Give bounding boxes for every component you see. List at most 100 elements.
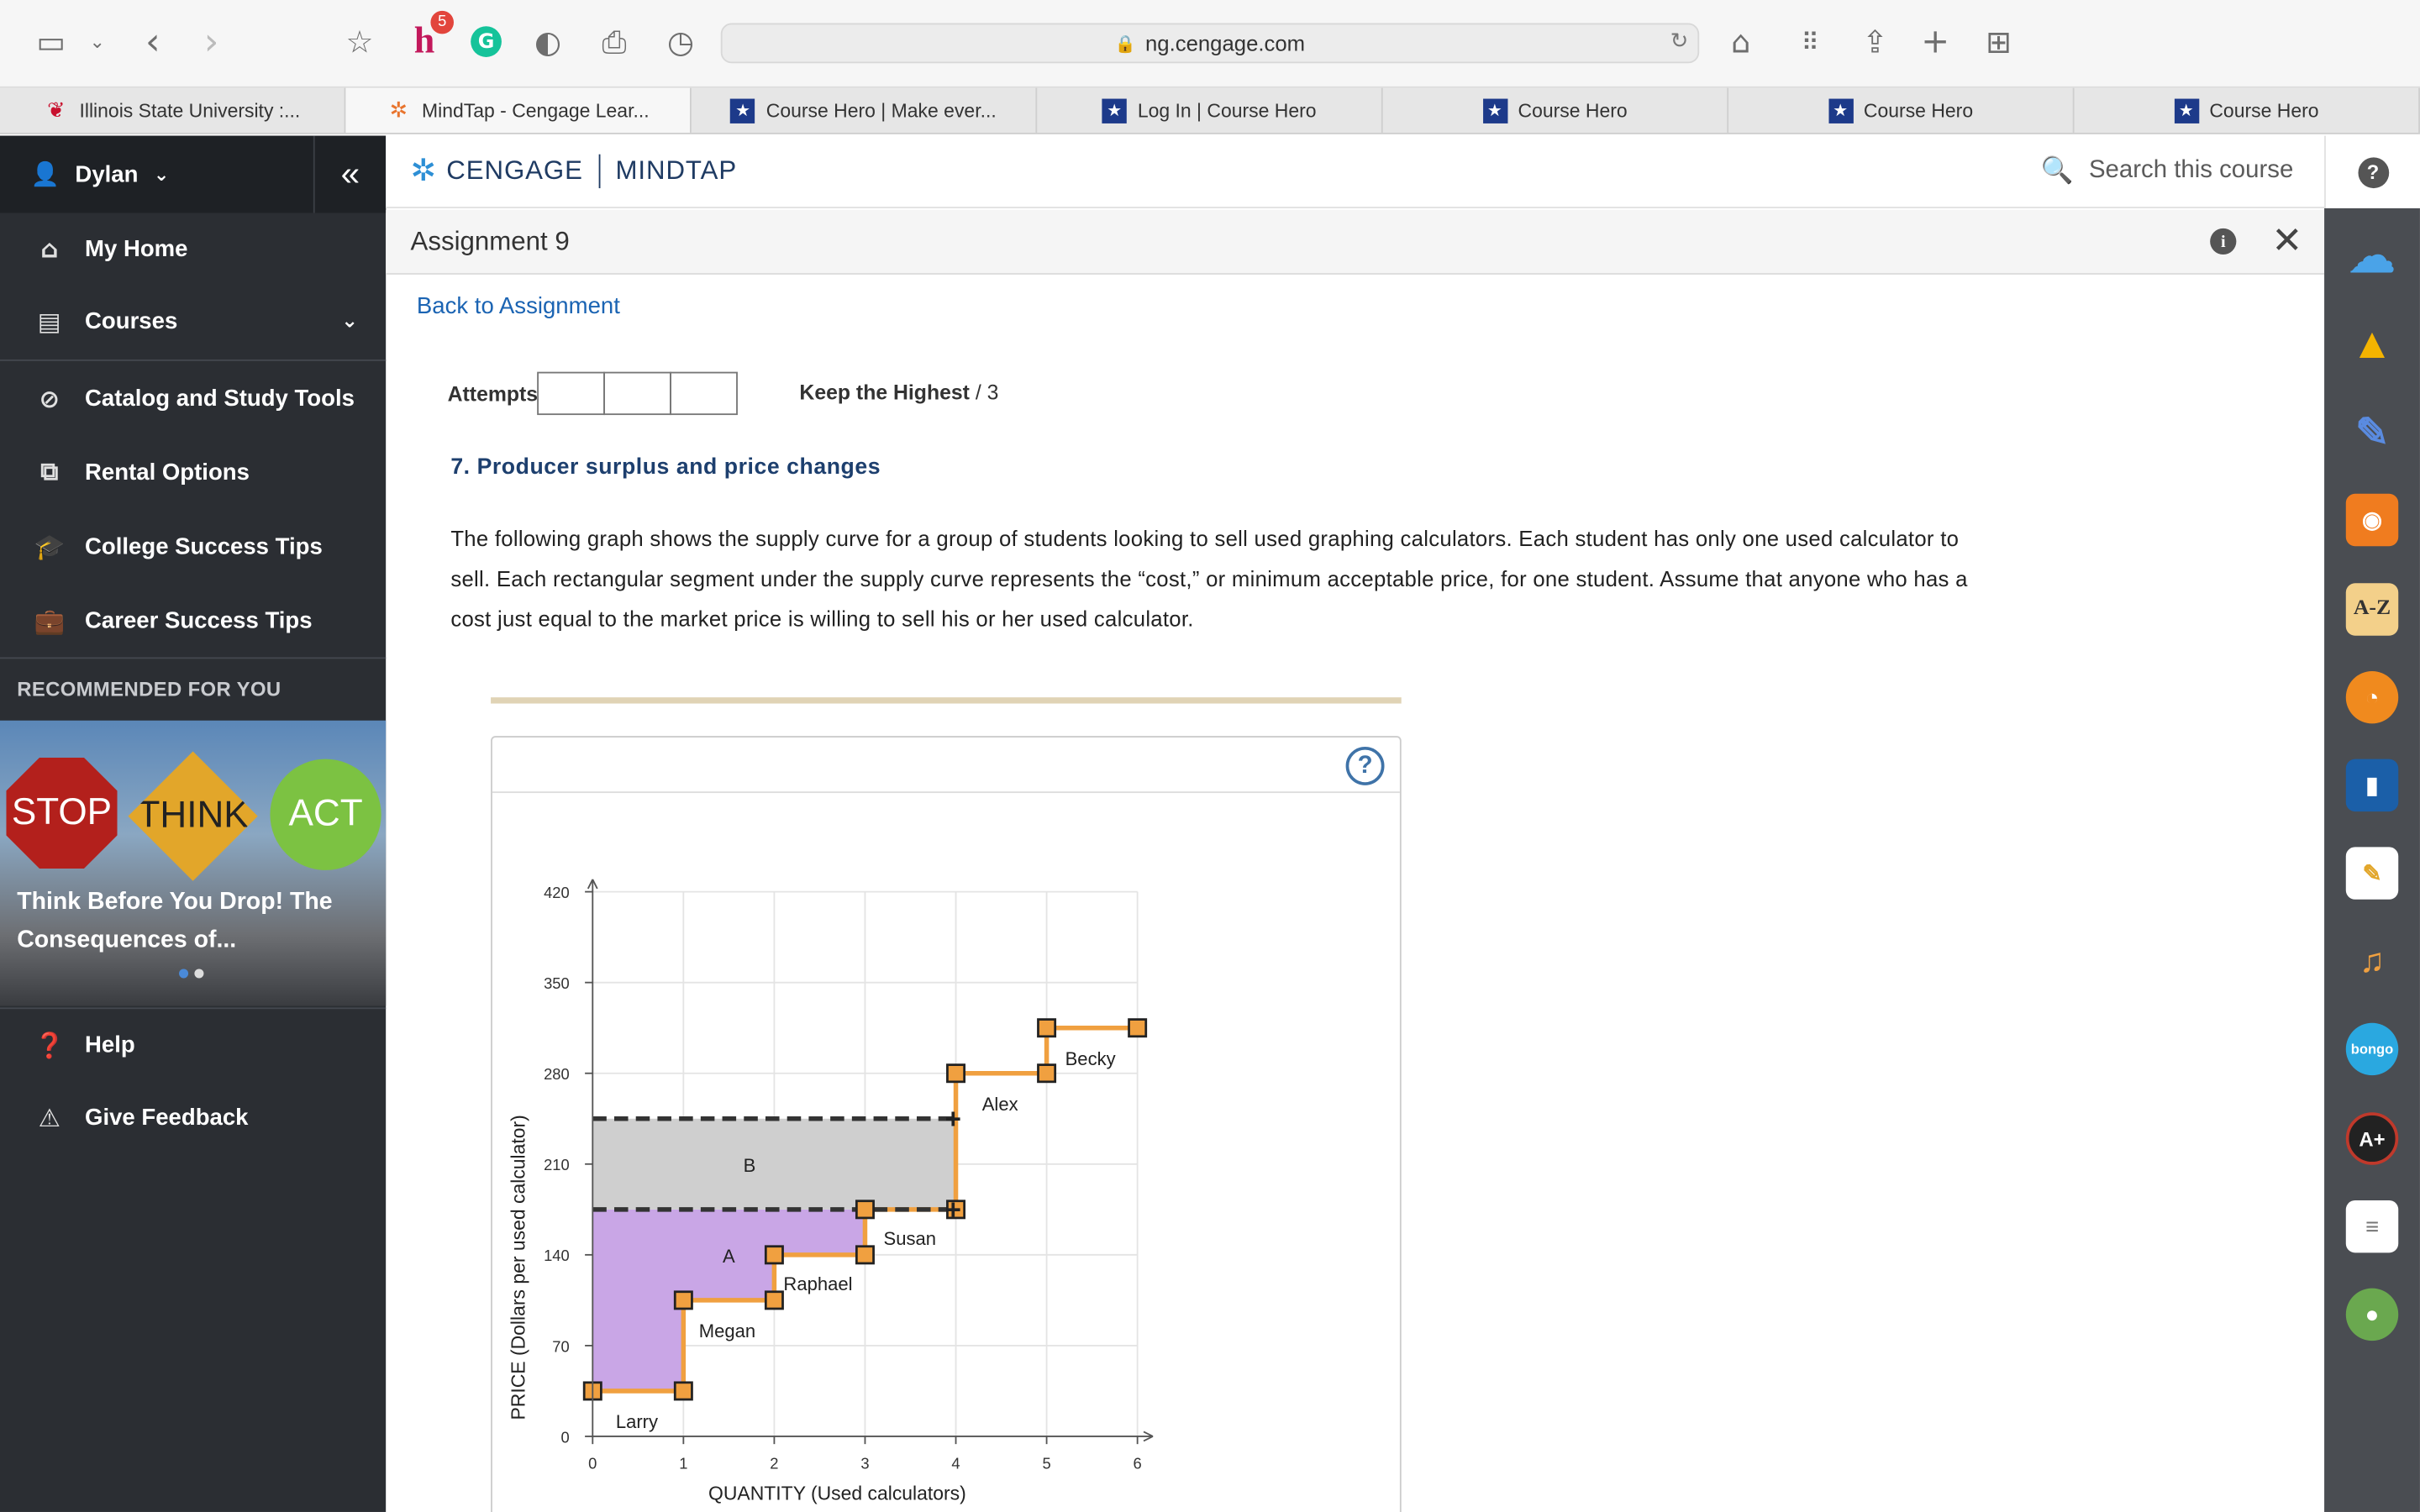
grammarly-extension-icon[interactable]: G: [466, 22, 507, 62]
progress-icon[interactable]: ◔: [2345, 670, 2399, 724]
seller-label: Raphael: [783, 1273, 852, 1294]
browser-toolbar: ▭ ⌄ ‹ › ☆ h 5 G ◐ ⎙ ◷ 🔒 ng.cengage.com ↻…: [0, 0, 2420, 88]
dictionary-az-icon[interactable]: A-Z: [2345, 583, 2399, 636]
supply-point: [673, 1290, 693, 1310]
sidebar-item-career-success[interactable]: 💼 Career Success Tips: [0, 586, 386, 654]
x-axis-arrow: [1143, 1431, 1154, 1442]
tab-course-hero-login[interactable]: ★ Log In | Course Hero: [1037, 87, 1383, 133]
seller-label: Megan: [699, 1320, 755, 1341]
question-title: 7. Producer surplus and price changes: [450, 454, 881, 480]
cengage-mindtap-logo[interactable]: ✲ CENGAGE MINDTAP: [411, 151, 738, 190]
sidebar-item-label: Courses: [85, 307, 178, 334]
home-icon[interactable]: ⌂: [1731, 23, 1751, 60]
sidebar-toggle-icon[interactable]: ▭: [36, 23, 66, 60]
x-tick-label: 4: [951, 1455, 960, 1473]
user-name: Dylan: [75, 160, 139, 188]
tab-illinois-state[interactable]: ❦ Illinois State University :...: [0, 87, 346, 133]
course-search[interactable]: 🔍 Search this course: [2041, 156, 2294, 187]
tab-course-hero-1[interactable]: ★ Course Hero | Make ever...: [692, 87, 1038, 133]
x-tick-label: 2: [770, 1455, 778, 1473]
flashcards-icon[interactable]: ≡: [2345, 1200, 2399, 1253]
bookmark-star-icon[interactable]: ☆: [345, 23, 374, 60]
left-sidebar: 👤 Dylan ⌄ « ⌂ My Home ▤ Courses ⌄ ⊘ Catalog …: [0, 135, 387, 1512]
user-dropdown[interactable]: 👤 Dylan ⌄: [31, 136, 170, 213]
chevron-down-icon: ⌄: [341, 309, 359, 333]
back-to-assignment-link[interactable]: Back to Assignment: [416, 292, 620, 320]
y-tick-label: 280: [544, 1065, 570, 1083]
supply-point: [1128, 1018, 1148, 1038]
act-sign-image: ACT: [270, 759, 381, 870]
recommended-heading: RECOMMENDED FOR YOU: [17, 677, 281, 701]
search-input[interactable]: Search this course: [2088, 157, 2294, 184]
graph-help-icon[interactable]: ?: [1345, 746, 1385, 785]
collapse-sidebar-icon[interactable]: «: [313, 135, 386, 213]
tab-label: Course Hero: [1518, 99, 1628, 122]
global-help[interactable]: ?: [2324, 135, 2420, 208]
attempt-box: [536, 371, 605, 416]
tab-course-hero-2[interactable]: ★ Course Hero: [1383, 87, 1729, 133]
supply-point: [1037, 1063, 1057, 1084]
bongo-icon[interactable]: bongo: [2345, 1022, 2399, 1076]
sidebar-item-college-success[interactable]: 🎓 College Success Tips: [0, 512, 386, 580]
sidebar-item-courses[interactable]: ▤ Courses ⌄: [0, 287, 386, 355]
tab-overview-icon[interactable]: ⊞: [1986, 23, 2012, 60]
y-tick-label: 0: [561, 1428, 570, 1446]
tab-label: MindTap - Cengage Lear...: [422, 99, 650, 122]
sidebar-item-my-home[interactable]: ⌂ My Home: [0, 214, 386, 282]
book-icon: ▤: [37, 306, 61, 336]
tab-course-hero-4[interactable]: ★ Course Hero: [2075, 87, 2420, 133]
apps-grid-icon[interactable]: ⠿: [1801, 27, 1820, 57]
tab-bar: ❦ Illinois State University :... ✲ MindTap…: [0, 87, 2420, 134]
history-clock-icon[interactable]: ◷: [666, 23, 694, 60]
aplus-icon[interactable]: A+: [2345, 1112, 2399, 1165]
sidebar-item-feedback[interactable]: ⚠ Give Feedback: [0, 1083, 386, 1151]
sidebar-item-rental-options[interactable]: ⧉ Rental Options: [0, 438, 386, 507]
chevron-down-icon[interactable]: ⌄: [89, 30, 105, 53]
x-tick-label: 6: [1134, 1455, 1142, 1473]
assignment-title: Assignment 9: [410, 226, 570, 256]
tab-mindtap[interactable]: ✲ MindTap - Cengage Lear...: [345, 87, 692, 133]
graph-panel-header: ?: [492, 738, 1400, 794]
supply-point: [764, 1245, 784, 1265]
attempt-box: [602, 371, 671, 416]
seller-label: Alex: [982, 1094, 1018, 1115]
new-tab-icon[interactable]: +: [1921, 22, 1950, 61]
supply-point: [855, 1245, 875, 1265]
print-icon[interactable]: ⎙: [602, 23, 627, 60]
google-drive-icon[interactable]: ▲: [2350, 319, 2394, 368]
y-tick-label: 210: [544, 1156, 570, 1173]
sidebar-item-catalog[interactable]: ⊘ Catalog and Study Tools: [0, 364, 386, 432]
sidebar-item-label: Career Success Tips: [85, 606, 313, 633]
address-bar[interactable]: 🔒 ng.cengage.com ↻: [720, 23, 1700, 64]
score-out-of: / 3: [975, 381, 999, 405]
x-axis-title: QUANTITY (Used calculators): [708, 1482, 966, 1504]
shield-icon[interactable]: ◐: [534, 23, 562, 60]
info-icon[interactable]: i: [2210, 228, 2237, 255]
highlighter-icon[interactable]: ✎: [2354, 407, 2390, 454]
supply-point: [946, 1200, 966, 1220]
keep-label: Keep the Highest: [799, 381, 970, 405]
carousel-dots[interactable]: [179, 969, 204, 979]
forward-icon[interactable]: ›: [203, 19, 219, 64]
supply-curve-chart[interactable]: B A + + Larry Megan Raphael Susan Alex Becky 0 1 2 3 4…: [491, 793, 1402, 1512]
back-icon[interactable]: ‹: [145, 19, 160, 64]
y-tick-label: 70: [552, 1337, 569, 1355]
share-icon[interactable]: ⇪: [1862, 23, 1888, 60]
app-dock: ☁ ▲ ✎ ◉ A-Z ◔ ▮ ✎ ♫ bongo A+ ≡ ●: [2324, 207, 2420, 1512]
close-icon[interactable]: ✕: [2271, 218, 2303, 263]
recommended-promo-card[interactable]: STOP THINK ACT Think Before You Drop! Th…: [0, 720, 387, 1006]
cloud-icon[interactable]: ☁: [2349, 230, 2396, 282]
attempts: Attempts: [448, 371, 738, 416]
rss-icon[interactable]: ◉: [2345, 493, 2399, 547]
reload-icon[interactable]: ↻: [1670, 29, 1689, 55]
ebook-icon[interactable]: ▮: [2345, 759, 2399, 812]
tab-label: Course Hero | Make ever...: [765, 99, 997, 122]
course-hero-icon: ★: [730, 97, 755, 123]
feedback-icon: ⚠: [38, 1102, 60, 1132]
notification-badge: 5: [430, 10, 454, 34]
notes-icon[interactable]: ✎: [2345, 847, 2399, 900]
readspeaker-icon[interactable]: ♫: [2359, 941, 2386, 980]
avatar[interactable]: ●: [2345, 1288, 2399, 1341]
sidebar-item-help[interactable]: ❓ Help: [0, 1011, 386, 1079]
tab-course-hero-3[interactable]: ★ Course Hero: [1728, 87, 2075, 133]
